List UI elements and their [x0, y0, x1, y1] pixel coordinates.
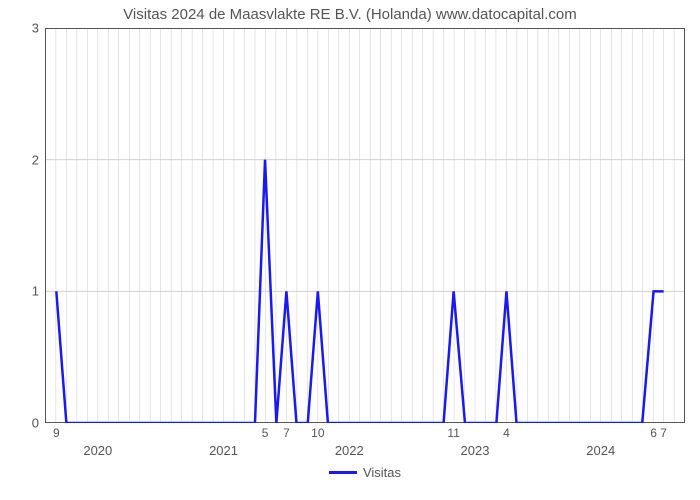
x-month-label: 9 [53, 426, 60, 440]
x-month-label: 7 [660, 426, 667, 440]
x-year-label: 2022 [335, 443, 364, 458]
x-year-label: 2021 [209, 443, 238, 458]
visits-line-chart [45, 28, 685, 423]
x-month-label: 11 [447, 426, 459, 440]
y-tick-label: 2 [9, 152, 39, 167]
x-year-label: 2020 [83, 443, 112, 458]
x-month-label: 4 [503, 426, 510, 440]
x-year-label: 2024 [586, 443, 615, 458]
x-month-label: 5 [262, 426, 269, 440]
x-month-label: 10 [311, 426, 324, 440]
chart-title: Visitas 2024 de Maasvlakte RE B.V. (Hola… [0, 6, 700, 23]
y-tick-label: 1 [9, 284, 39, 299]
y-tick-label: 0 [9, 416, 39, 431]
x-month-label: 7 [283, 426, 290, 440]
legend-label: Visitas [363, 465, 401, 480]
x-month-label: 6 [650, 426, 657, 440]
x-year-label: 2023 [461, 443, 490, 458]
legend: Visitas [329, 465, 401, 480]
legend-swatch [329, 471, 357, 474]
y-tick-label: 3 [9, 21, 39, 36]
